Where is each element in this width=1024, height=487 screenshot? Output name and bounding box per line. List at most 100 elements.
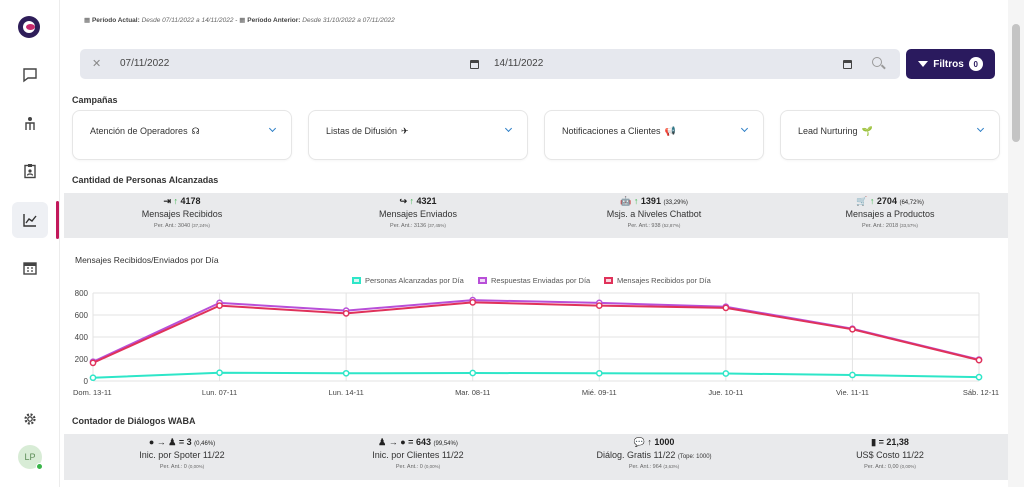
period-separator: -: [233, 17, 240, 24]
data-point: [722, 304, 730, 312]
campaign-label: Listas de Difusión: [326, 126, 398, 136]
data-point: [849, 325, 856, 333]
legend-label: Respuestas Enviadas por Día: [491, 276, 591, 285]
search-icon[interactable]: [872, 57, 882, 67]
sidebar-item-clipboard[interactable]: [12, 153, 48, 189]
funnel-icon: [918, 61, 929, 67]
messages-line-chart: 0 200 400 600 800 Dom. 13-11 Lun. 07-11 Lun. 14…: [73, 289, 999, 397]
sidebar-item-chats[interactable]: [12, 57, 48, 93]
stat-previous: Per. Ant.: 3040: [154, 223, 191, 229]
gear-icon: [24, 413, 36, 425]
stat-label: Msjs. a Niveles Chatbot: [606, 209, 702, 219]
stat-previous-pct: (37,45%): [427, 223, 446, 228]
data-point: [469, 369, 477, 377]
series-line: [92, 371, 980, 379]
chart-title: Mensajes Recibidos/Enviados por Día: [75, 255, 219, 265]
stat-costo: ▮ = 21,38 US$ Costo 11/22 Per. Ant.: 0,0…: [772, 434, 1008, 470]
sign-in-icon: ⇥: [163, 196, 171, 206]
app-logo[interactable]: [18, 16, 40, 38]
line-chart-icon: [23, 214, 37, 227]
filters-button[interactable]: Filtros 0: [906, 49, 995, 79]
x-tick-label: Sáb. 12-11: [963, 388, 999, 397]
calendar-icon: ▦: [239, 17, 246, 24]
stat-value: 643: [415, 437, 431, 447]
x-tick-label: Vie. 11-11: [836, 388, 869, 397]
calendar-icon: ▦: [84, 17, 91, 24]
data-point: [722, 370, 730, 377]
sidebar-item-stats[interactable]: [12, 202, 48, 238]
stat-chatbot: 🤖 ↑ 1391 (33,29%) Msjs. a Niveles Chatbo…: [536, 193, 772, 229]
stat-productos: 🛒 ↑ 2704 (64,72%) Mensajes a Productos P…: [772, 193, 1008, 229]
page-scrollbar[interactable]: [1008, 0, 1024, 487]
legend-label: Mensajes Recibidos por Día: [617, 276, 711, 285]
sidebar-item-settings[interactable]: [12, 401, 48, 437]
stat-percent: (99,54%): [433, 441, 458, 447]
seedling-icon: 🌱: [861, 126, 873, 136]
sidebar-item-contacts[interactable]: [12, 105, 48, 141]
chat-icon: [23, 68, 37, 83]
clear-dates-button[interactable]: ✕: [92, 58, 102, 70]
legend-item-recibidos[interactable]: Mensajes Recibidos por Día: [604, 276, 711, 285]
sidebar-item-calendar[interactable]: [12, 250, 48, 286]
y-tick-label: 400: [75, 333, 89, 342]
stat-value: 2704: [876, 196, 897, 206]
stat-inic-spoter: ● → ♟ = 3 (0,46%) Inic. por Spoter 11/22…: [64, 434, 300, 470]
waba-title: Contador de Diálogos WABA: [72, 416, 196, 426]
share-icon: ↪: [399, 196, 407, 206]
calendar-icon[interactable]: [470, 60, 479, 69]
stat-mensajes-enviados: ↪ ↑ 4321 Mensajes Enviados Per. Ant.: 31…: [300, 193, 536, 229]
stat-previous: Per. Ant.: 2018: [862, 223, 899, 229]
calendar-icon[interactable]: [843, 60, 852, 69]
megaphone-icon: 📢: [664, 126, 676, 136]
legend-swatch: [478, 277, 487, 284]
scrollbar-thumb[interactable]: [1012, 24, 1020, 142]
period-actual-range: Desde 07/11/2022 a 14/11/2022: [141, 17, 234, 24]
data-point: [89, 374, 97, 382]
cart-icon: 🛒: [856, 196, 868, 206]
campaign-select-lead-nurturing[interactable]: Lead Nurturing 🌱: [780, 110, 1000, 160]
series-line: [92, 299, 980, 363]
stat-dialogos-gratis: 💬 ↑ 1000 Diálog. Gratis 11/22 (Tope: 100…: [536, 434, 772, 470]
stat-label: Diálog. Gratis 11/22: [596, 450, 676, 460]
stat-percent: (0,46%): [194, 441, 216, 447]
robot-icon: 🤖: [620, 196, 632, 206]
stat-percent: (64,72%): [899, 200, 924, 206]
series-line: [92, 301, 980, 364]
stat-label: Mensajes a Productos: [845, 209, 935, 219]
reach-stats-band: ⇥ ↑ 4178 Mensajes Recibidos Per. Ant.: 3…: [64, 193, 1008, 238]
period-info: ▦ Período Actual: Desde 07/11/2022 a 14/…: [84, 16, 395, 24]
campaign-select-difusion[interactable]: Listas de Difusión ✈: [308, 110, 528, 160]
stat-value: 4321: [416, 196, 437, 206]
start-date-input[interactable]: 07/11/2022: [120, 58, 170, 69]
campaign-select-operadores[interactable]: Atención de Operadores ☊: [72, 110, 292, 160]
x-tick-label: Jue. 10-11: [708, 388, 743, 397]
data-point: [595, 302, 603, 309]
chevron-down-icon: [976, 124, 985, 133]
clipboard-user-icon: [24, 164, 36, 179]
campaign-select-notificaciones[interactable]: Notificaciones a Clientes 📢: [544, 110, 764, 160]
reach-title: Cantidad de Personas Alcanzadas: [72, 175, 219, 185]
chevron-down-icon: [504, 124, 513, 133]
user-avatar[interactable]: LP: [18, 445, 43, 470]
arrow-up-icon: ↑: [633, 196, 639, 206]
legend-item-respuestas[interactable]: Respuestas Enviadas por Día: [478, 276, 590, 285]
active-indicator: [56, 201, 59, 239]
stat-value: 4178: [180, 196, 201, 206]
stat-value: 1000: [654, 437, 675, 447]
data-point: [849, 371, 856, 379]
legend-item-personas[interactable]: Personas Alcanzadas por Día: [352, 276, 464, 285]
filters-count-badge: 0: [968, 57, 983, 71]
calendar-icon: [23, 262, 37, 275]
stat-previous: Per. Ant.: 0: [159, 464, 187, 470]
stat-previous: Per. Ant.: 3136: [390, 223, 427, 229]
stat-label: Mensajes Recibidos: [141, 209, 223, 219]
y-tick-label: 800: [75, 289, 89, 298]
end-date-input[interactable]: 14/11/2022: [494, 58, 544, 69]
legend-label: Personas Alcanzadas por Día: [365, 276, 464, 285]
stat-value: 1391: [640, 196, 661, 206]
data-point: [89, 359, 97, 367]
online-status-dot: [36, 463, 43, 470]
filters-label: Filtros: [933, 58, 964, 70]
y-tick-label: 200: [75, 355, 89, 364]
